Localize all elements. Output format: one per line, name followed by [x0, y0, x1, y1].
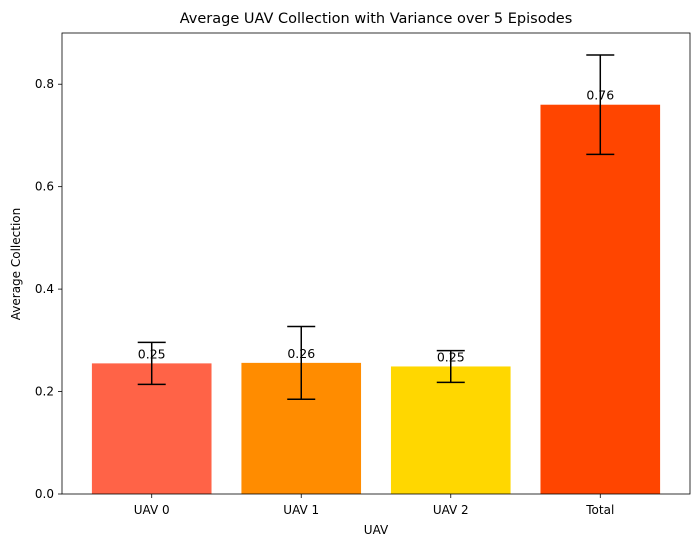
chart-title: Average UAV Collection with Variance ove…	[180, 11, 573, 27]
x-tick-label-total: Total	[585, 503, 614, 517]
x-tick-label-uav-0: UAV 0	[134, 503, 170, 517]
y-tick-label: 0.6	[35, 180, 54, 194]
error-bar-total	[586, 54, 615, 156]
y-tick-label: 0.4	[35, 282, 54, 296]
error-bar-uav-1	[287, 325, 316, 400]
error-bar-uav-0	[137, 341, 166, 386]
plot-frame	[61, 32, 691, 495]
value-label-uav-0: 0.25	[138, 346, 166, 361]
bar-uav-0	[91, 363, 212, 494]
y-axis-label: Average Collection	[9, 208, 23, 320]
bar-uav-2	[390, 366, 511, 494]
x-tick-label-uav-1: UAV 1	[283, 503, 319, 517]
y-tick-label: 0.8	[35, 77, 54, 91]
value-label-total: 0.76	[586, 88, 614, 103]
y-tick-label: 0.2	[35, 385, 54, 399]
x-axis-label: UAV	[364, 523, 389, 537]
y-tick-label: 0.0	[35, 487, 54, 501]
value-label-uav-1: 0.26	[287, 346, 315, 361]
value-label-uav-2: 0.25	[437, 349, 465, 364]
error-bar-uav-2	[436, 349, 465, 384]
x-tick-label-uav-2: UAV 2	[433, 503, 469, 517]
y-axis: 0.0 0.2 0.4 0.6 0.8	[35, 77, 62, 501]
error-bars-layer	[137, 54, 615, 400]
value-labels-layer: 0.25 0.26 0.25 0.76	[138, 88, 614, 365]
x-axis: UAV 0 UAV 1 UAV 2 Total	[134, 494, 614, 517]
bars-layer	[91, 104, 661, 494]
bar-total	[540, 104, 661, 494]
